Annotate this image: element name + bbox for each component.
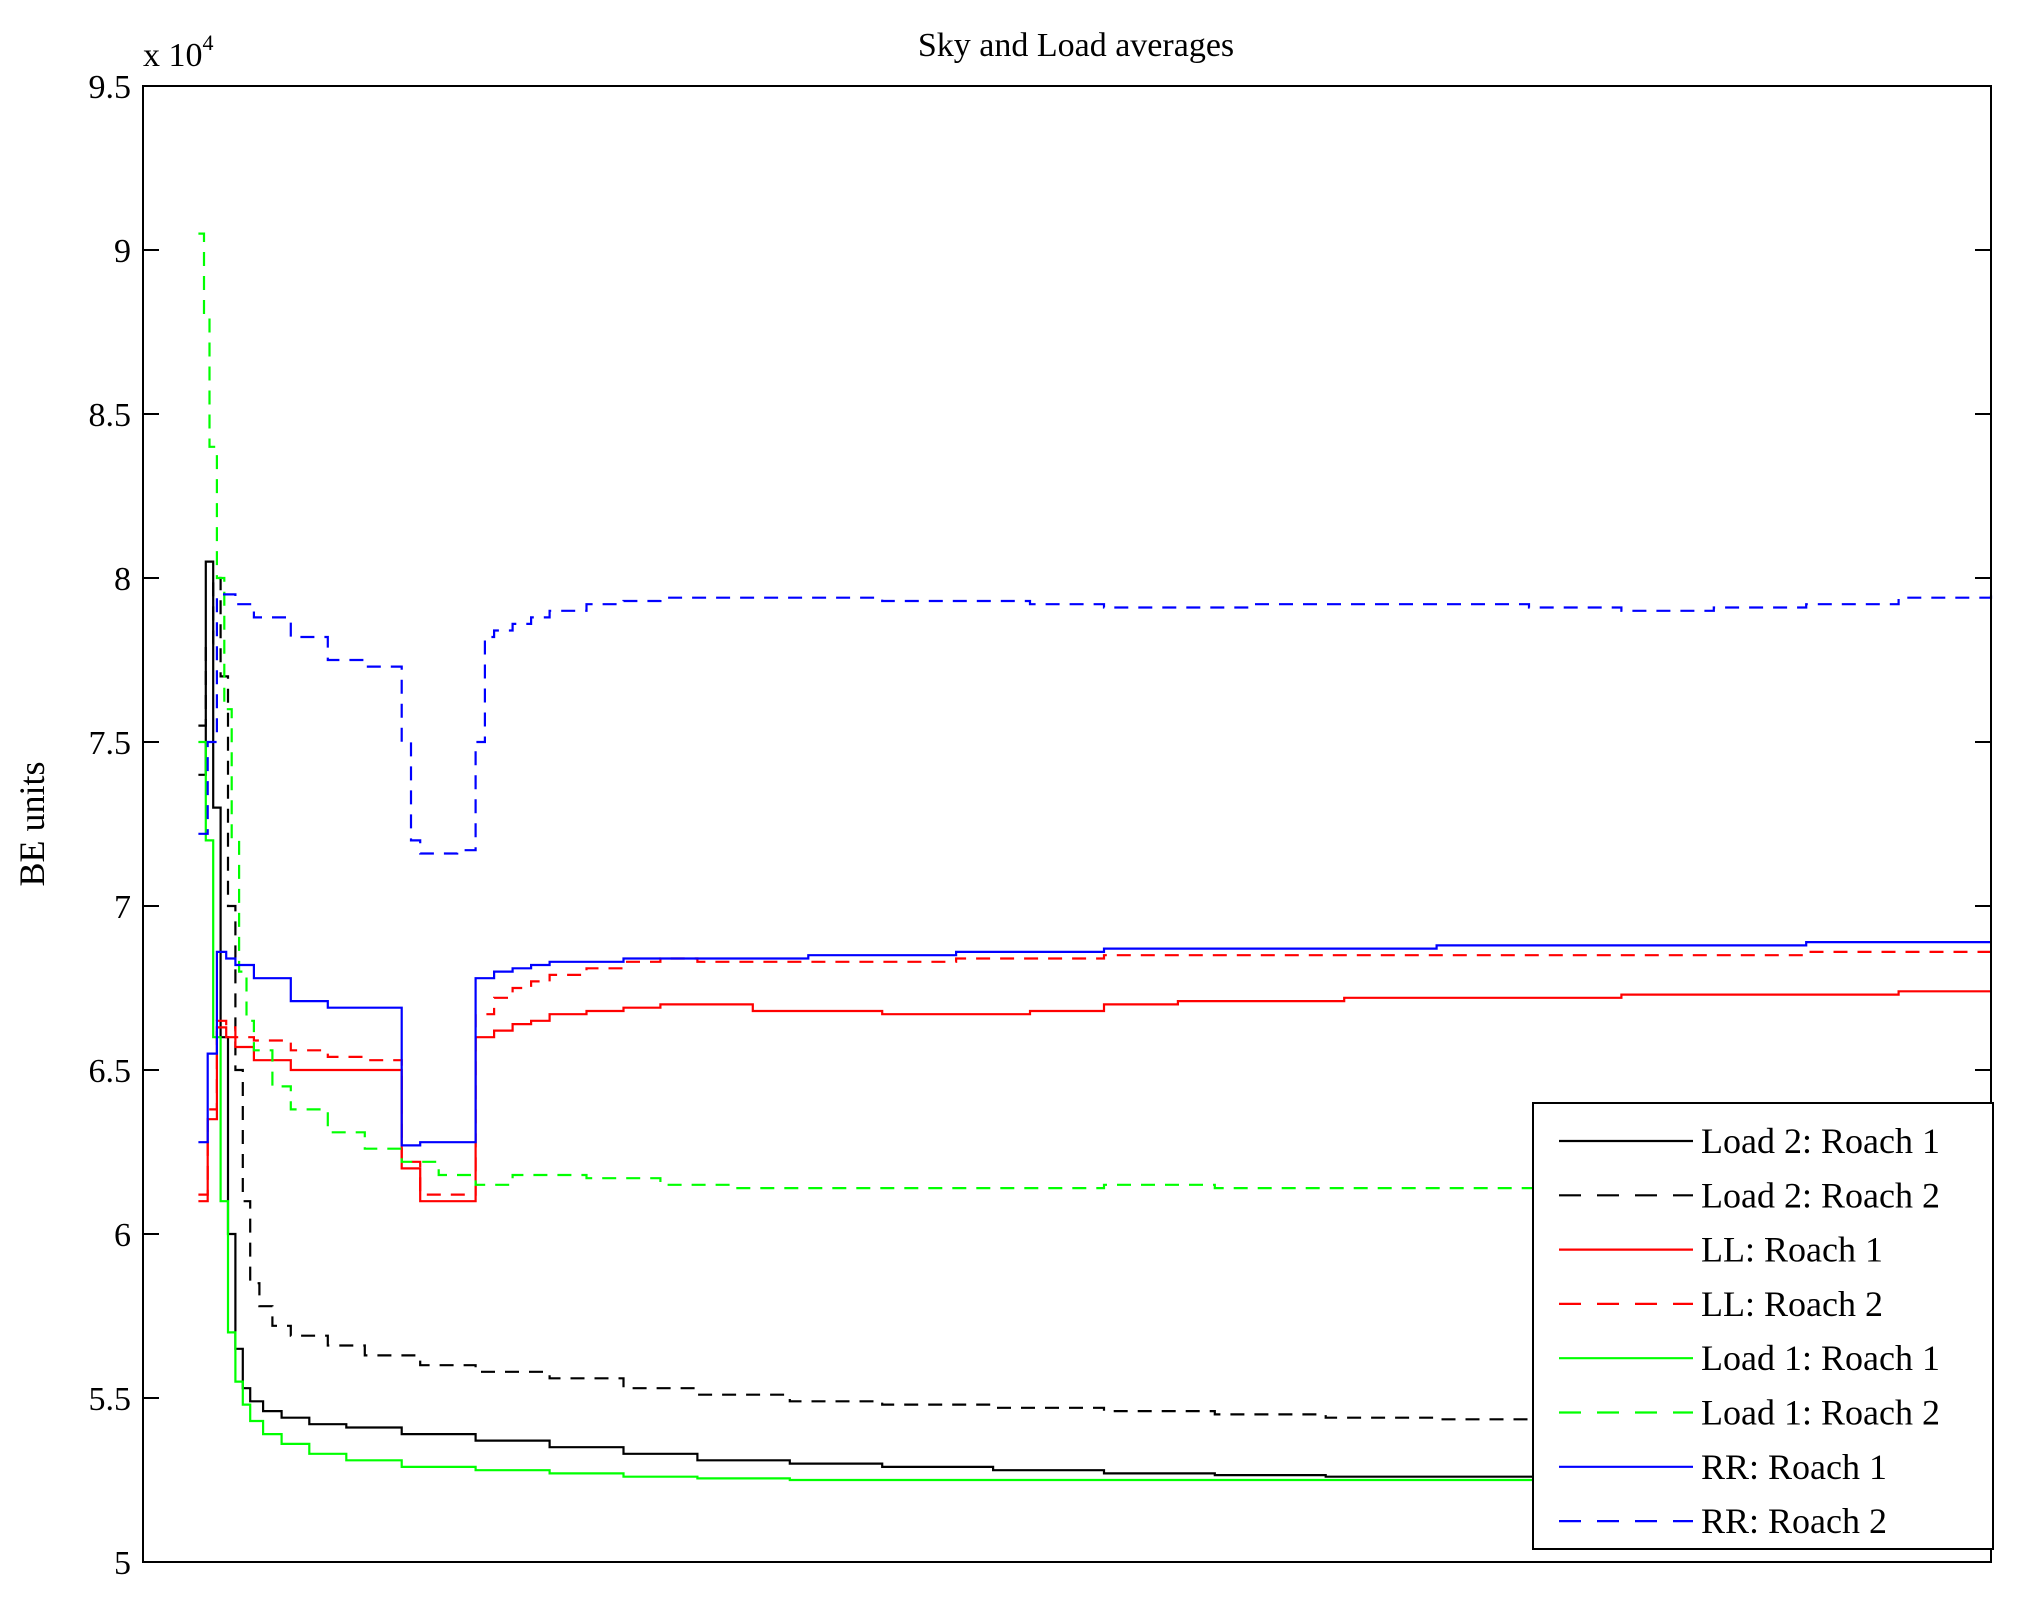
y-tick-label: 9 xyxy=(114,233,131,270)
legend-label: Load 2: Roach 1 xyxy=(1701,1121,1940,1161)
series-line-8 xyxy=(198,591,1993,855)
legend-label: Load 2: Roach 2 xyxy=(1701,1175,1940,1215)
legend-label: Load 1: Roach 1 xyxy=(1701,1338,1940,1378)
chart-title: Sky and Load averages xyxy=(918,27,1234,64)
y-tick-label: 8.5 xyxy=(89,397,132,434)
series-line-2 xyxy=(198,576,1991,1426)
legend-box xyxy=(1532,1102,1994,1550)
legend-label: LL: Roach 2 xyxy=(1701,1284,1883,1324)
legend-label: LL: Roach 1 xyxy=(1701,1230,1883,1270)
series-line-1 xyxy=(198,560,1991,1488)
legend-label: RR: Roach 1 xyxy=(1701,1447,1887,1487)
series-line-4 xyxy=(198,950,1991,1196)
series-line-5 xyxy=(198,740,1991,1482)
legend-label: RR: Roach 2 xyxy=(1701,1501,1887,1541)
y-axis-multiplier-exponent: 4 xyxy=(203,30,214,55)
series-layer xyxy=(198,232,1993,1488)
y-tick-label: 5 xyxy=(114,1545,131,1582)
y-tick-label: 6 xyxy=(114,1217,131,1254)
y-axis-multiplier-base: x 10 xyxy=(143,37,203,74)
y-axis-title: BE units xyxy=(12,761,52,886)
legend-label: Load 1: Roach 2 xyxy=(1701,1393,1940,1433)
series-line-6 xyxy=(198,232,1991,1196)
y-axis: 5 5.5 6 6.5 7 7.5 8 8.5 9 9.5 xyxy=(89,69,1991,1582)
y-tick-label: 7.5 xyxy=(89,725,132,762)
legend: Load 2: Roach 1 Load 2: Roach 2 LL: Roach … xyxy=(1532,1102,1994,1550)
plot-frame xyxy=(142,85,1992,1563)
series-line-3 xyxy=(198,990,1991,1203)
series-line-7 xyxy=(198,941,1991,1147)
y-tick-label: 8 xyxy=(114,561,131,598)
y-tick-label: 7 xyxy=(114,889,131,926)
y-tick-label: 6.5 xyxy=(89,1053,132,1090)
y-axis-multiplier: x 104 xyxy=(143,30,214,74)
y-tick-label: 9.5 xyxy=(89,69,132,106)
y-tick-label: 5.5 xyxy=(89,1381,132,1418)
